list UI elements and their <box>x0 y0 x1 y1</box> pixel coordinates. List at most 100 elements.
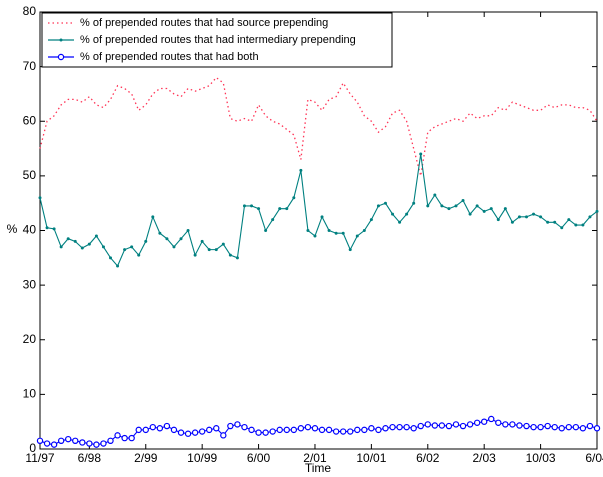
data-point <box>250 204 254 208</box>
data-point <box>165 237 169 241</box>
data-point <box>579 425 587 432</box>
data-point <box>170 426 178 434</box>
data-point <box>36 437 44 445</box>
data-point <box>489 207 493 211</box>
y-tick-label: 40 <box>23 223 37 237</box>
data-point <box>114 432 121 439</box>
x-tick-label: 10/03 <box>526 451 556 465</box>
data-point <box>130 245 134 249</box>
x-tick-label: 6/00 <box>247 451 271 465</box>
data-point <box>523 422 530 430</box>
data-point <box>510 220 514 224</box>
data-point <box>306 229 310 232</box>
data-point <box>313 234 317 238</box>
data-point <box>517 215 521 219</box>
data-point <box>144 239 148 243</box>
data-point <box>121 434 128 442</box>
data-point <box>516 422 523 429</box>
y-tick-label: 70 <box>23 59 37 73</box>
data-point <box>466 421 474 428</box>
data-point <box>461 198 465 202</box>
data-point <box>546 220 550 224</box>
data-point <box>572 423 580 431</box>
data-point <box>299 168 303 172</box>
data-point <box>412 201 416 205</box>
data-point <box>565 423 572 431</box>
data-point <box>318 426 326 434</box>
data-point <box>80 246 84 250</box>
legend-marker <box>57 53 65 61</box>
data-point <box>220 432 227 439</box>
data-point <box>109 256 113 260</box>
y-axis-label: % <box>7 222 18 236</box>
data-point <box>581 223 585 227</box>
data-point <box>488 415 495 423</box>
data-point <box>354 426 361 434</box>
legend-label: % of prepended routes that had source pr… <box>80 17 328 29</box>
data-point <box>93 441 100 448</box>
data-point <box>191 429 199 436</box>
data-point <box>530 423 537 431</box>
x-tick-label: 11/97 <box>25 451 54 465</box>
data-point <box>496 218 500 222</box>
data-point <box>480 418 488 425</box>
data-point <box>327 229 331 232</box>
x-axis-label: Time <box>305 461 332 475</box>
data-point <box>325 426 333 434</box>
data-point <box>38 196 42 200</box>
data-point <box>214 248 218 252</box>
series <box>36 415 601 448</box>
data-point <box>473 419 481 426</box>
legend-label: % of prepended routes that had intermedi… <box>80 34 356 46</box>
data-point <box>544 422 551 430</box>
x-tick-label: 6/04 <box>585 451 603 465</box>
data-point <box>567 218 571 222</box>
data-point <box>503 207 507 211</box>
series-line <box>39 76 598 177</box>
data-point <box>128 434 135 442</box>
series-line <box>39 153 598 268</box>
data-point <box>355 234 359 238</box>
data-point <box>207 248 211 252</box>
data-point <box>264 229 268 232</box>
data-point <box>347 428 354 435</box>
data-point <box>454 204 458 208</box>
data-point <box>445 422 453 430</box>
y-tick-label: 30 <box>23 277 37 291</box>
data-point <box>285 207 289 211</box>
data-point <box>553 220 557 224</box>
legend-label: % of prepended routes that had both <box>80 51 259 63</box>
data-point <box>116 264 120 268</box>
data-point <box>172 245 176 249</box>
data-point <box>213 425 220 432</box>
data-point <box>200 239 204 243</box>
data-point <box>241 423 248 431</box>
data-point <box>361 426 368 434</box>
x-tick-label: 6/98 <box>78 451 102 465</box>
data-point <box>163 422 171 430</box>
data-point <box>320 215 324 219</box>
data-point <box>65 435 72 443</box>
data-point <box>179 237 183 241</box>
data-point <box>593 425 601 432</box>
data-point <box>332 428 340 435</box>
data-point <box>158 231 162 235</box>
data-point <box>405 212 409 216</box>
data-point <box>50 441 58 448</box>
data-point <box>107 437 114 445</box>
data-point <box>43 440 51 447</box>
data-point <box>334 231 338 235</box>
data-point <box>362 229 366 232</box>
legend-marker <box>59 38 63 42</box>
x-tick-label: 2/03 <box>473 451 497 465</box>
x-tick-label: 6/02 <box>416 451 440 465</box>
y-tick-label: 80 <box>23 4 37 18</box>
plot-frame <box>39 11 598 450</box>
data-point <box>426 204 430 208</box>
data-point <box>255 429 262 436</box>
data-point <box>278 207 282 211</box>
legend-box <box>41 12 393 68</box>
data-point <box>142 426 149 434</box>
y-tick-label: 60 <box>23 113 37 127</box>
data-point <box>151 215 155 219</box>
